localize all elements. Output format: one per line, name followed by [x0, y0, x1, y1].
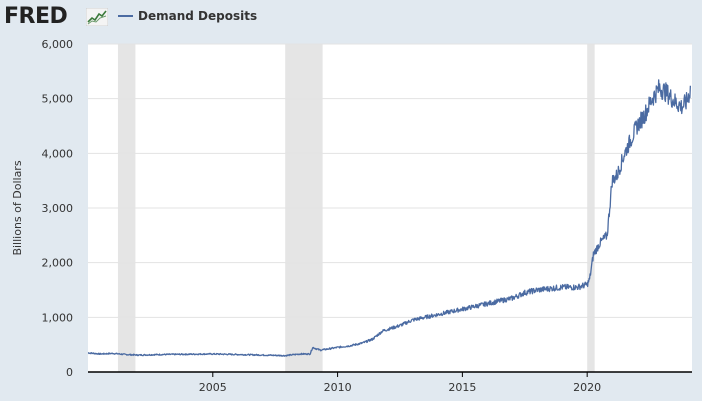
- x-tick-label: 2020: [573, 381, 601, 394]
- y-ticks: 0 1,000 2,000 3,000 4,000 5,000 6,000: [42, 38, 74, 379]
- legend-swatch: [118, 14, 133, 17]
- y-tick-label: 6,000: [42, 38, 74, 51]
- y-axis-label: Billions of Dollars: [11, 160, 24, 255]
- fred-logo[interactable]: FRED: [4, 4, 68, 29]
- grid-lines: [88, 43, 692, 318]
- x-tick-label: 2015: [448, 381, 476, 394]
- x-tick-label: 2005: [199, 381, 227, 394]
- legend-label: Demand Deposits: [138, 9, 258, 23]
- y-tick-label: 0: [66, 366, 73, 379]
- series-line-0: [87, 79, 692, 357]
- legend: Demand Deposits: [118, 9, 257, 23]
- fred-graph-icon: [86, 8, 108, 26]
- x-ticks: 2005 2010 2015 2020: [199, 372, 601, 394]
- y-tick-label: 4,000: [42, 147, 74, 160]
- chart-header: FRED Demand Deposits: [0, 0, 702, 36]
- x-tick-label: 2010: [324, 381, 352, 394]
- y-tick-label: 2,000: [42, 257, 74, 270]
- y-tick-label: 1,000: [42, 311, 74, 324]
- y-tick-label: 5,000: [42, 93, 74, 106]
- series-group: [87, 79, 692, 357]
- y-tick-label: 3,000: [42, 202, 74, 215]
